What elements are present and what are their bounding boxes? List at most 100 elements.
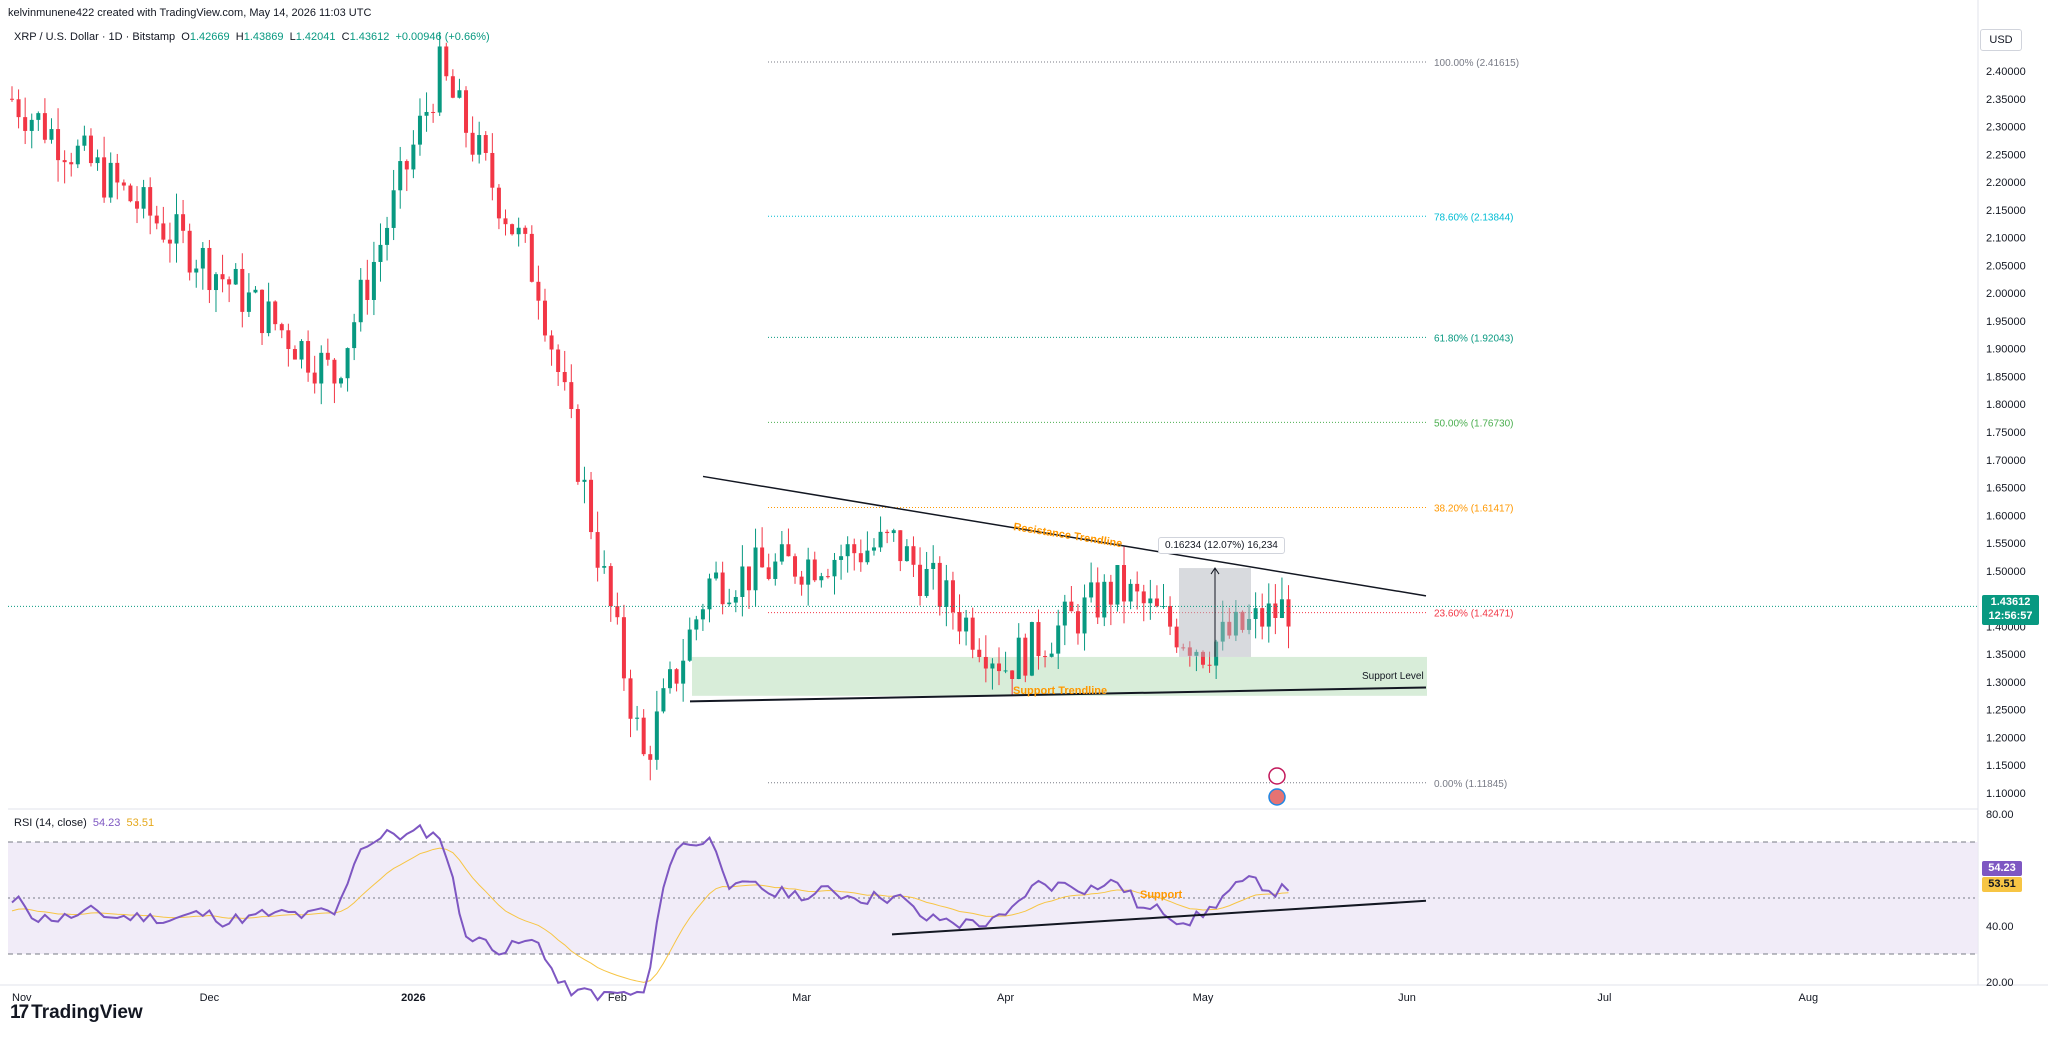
candle-body xyxy=(1056,625,1061,654)
candle-body xyxy=(1260,608,1265,627)
close-value: 1.43612 xyxy=(349,31,390,43)
fib-level-label: 23.60% (1.42471) xyxy=(1434,609,1514,620)
candle-body xyxy=(516,227,521,235)
candle-body xyxy=(681,660,686,684)
price-tick-label: 1.95000 xyxy=(1986,316,2026,328)
candle-body xyxy=(273,301,278,325)
price-tick-label: 1.75000 xyxy=(1986,427,2026,439)
support-level-label: Support Level xyxy=(1362,671,1424,682)
candle-body xyxy=(279,324,284,331)
rsi-value-tag: 54.23 xyxy=(1982,861,2022,876)
candle-body xyxy=(1102,581,1107,618)
symbol-name[interactable]: XRP / U.S. Dollar · 1D · Bitstamp xyxy=(14,31,176,43)
candle-body xyxy=(128,185,133,202)
candle-body xyxy=(23,117,28,131)
candle-body xyxy=(345,348,350,379)
high-label: H xyxy=(235,31,244,43)
candle-body xyxy=(42,113,47,140)
candle-body xyxy=(82,135,87,146)
candle-body xyxy=(437,46,442,113)
candle-body xyxy=(260,289,265,334)
candle-body xyxy=(10,98,14,100)
candle-body xyxy=(556,349,561,372)
candle-body xyxy=(49,129,54,140)
time-tick-label: 2026 xyxy=(401,992,425,1004)
price-tick-label: 1.35000 xyxy=(1986,649,2026,661)
price-tick-label: 2.15000 xyxy=(1986,205,2026,217)
candle-body xyxy=(233,268,238,285)
candle-body xyxy=(16,99,21,118)
measure-label: 0.16234 (12.07%) 16,234 xyxy=(1158,537,1285,554)
measure-arrowhead xyxy=(1210,567,1220,575)
candle-body xyxy=(1174,626,1179,648)
candle-body xyxy=(1141,591,1146,604)
candle-body xyxy=(1115,565,1120,605)
tradingview-logo[interactable]: 17 TradingView xyxy=(10,1002,143,1024)
rsi-ma-tag: 53.51 xyxy=(1982,877,2022,892)
candle-body xyxy=(470,132,475,155)
candle-body xyxy=(312,372,317,384)
candle-body xyxy=(891,530,896,534)
price-tick-label: 2.20000 xyxy=(1986,177,2026,189)
open-label: O xyxy=(181,31,190,43)
price-tick-label: 1.90000 xyxy=(1986,344,2026,356)
symbol-legend: XRP / U.S. Dollar · 1D · Bitstamp O1.426… xyxy=(14,31,490,43)
candle-body xyxy=(944,580,949,607)
candle-body xyxy=(1122,565,1127,602)
brand-name: TradingView xyxy=(31,1002,143,1023)
candle-body xyxy=(674,669,679,684)
price-tick-label: 1.85000 xyxy=(1986,371,2026,383)
candle-body xyxy=(536,281,541,301)
support-trendline xyxy=(689,686,1427,703)
candle-body xyxy=(661,688,666,712)
time-tick-label: Dec xyxy=(200,992,220,1004)
candle-body xyxy=(450,76,455,98)
candle-body xyxy=(589,479,594,533)
candle-body xyxy=(839,556,844,560)
candle-body xyxy=(635,717,640,719)
candle-body xyxy=(200,247,205,269)
candle-body xyxy=(154,215,159,224)
price-tick-label: 1.25000 xyxy=(1986,705,2026,717)
candle-body xyxy=(608,566,613,607)
rsi-legend: RSI (14, close) 54.23 53.51 xyxy=(14,817,154,829)
candle-body xyxy=(931,562,936,569)
candle-body xyxy=(292,349,297,360)
candle-body xyxy=(707,578,712,610)
resistance-trendline xyxy=(702,475,1427,597)
candle-body xyxy=(69,162,74,165)
price-tick-label: 1.15000 xyxy=(1986,760,2026,772)
candle-body xyxy=(332,359,337,384)
candle-body xyxy=(621,617,626,679)
candle-body xyxy=(339,378,343,384)
price-tick-label: 1.30000 xyxy=(1986,677,2026,689)
price-tick-label: 1.55000 xyxy=(1986,538,2026,550)
candle-body xyxy=(740,566,745,597)
open-value: 1.42669 xyxy=(189,31,230,43)
currency-selector[interactable]: USD xyxy=(1980,29,2022,51)
candle-body xyxy=(1128,583,1133,602)
candle-body xyxy=(207,247,212,291)
candle-body xyxy=(628,678,633,719)
candle-body xyxy=(582,479,587,482)
candle-body xyxy=(319,352,324,384)
fib-level-label: 100.00% (2.41615) xyxy=(1434,58,1519,69)
candle-body xyxy=(220,274,225,280)
resistance-label: Resistance Trendline xyxy=(1013,521,1124,550)
candle-body xyxy=(1168,606,1173,627)
candle-body xyxy=(135,201,140,209)
price-tick-label: 2.05000 xyxy=(1986,260,2026,272)
candle-body xyxy=(1279,599,1284,618)
candle-body xyxy=(845,544,850,557)
candle-body xyxy=(1135,583,1140,592)
candle-body xyxy=(733,596,738,603)
rsi-label[interactable]: RSI (14, close) xyxy=(14,817,87,829)
candle-body xyxy=(990,663,995,669)
time-tick-label: Apr xyxy=(997,992,1014,1004)
tradingview-logo-icon: 17 xyxy=(10,1002,29,1023)
candle-body xyxy=(398,161,403,191)
price-tick-label: 1.50000 xyxy=(1986,566,2026,578)
candle-body xyxy=(1154,598,1159,607)
price-tick-label: 1.20000 xyxy=(1986,732,2026,744)
